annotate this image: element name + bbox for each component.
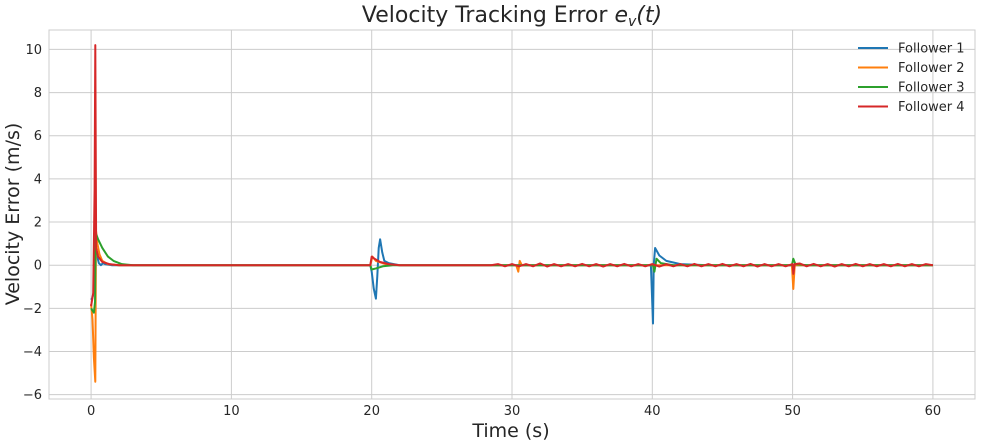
legend-label-follower-2: Follower 2 (898, 61, 965, 76)
x-tick-label: 60 (925, 404, 942, 419)
chart-title: Velocity Tracking Error ev(t) (362, 3, 662, 30)
y-tick-label: 8 (34, 86, 42, 101)
legend-label-follower-1: Follower 1 (898, 42, 965, 57)
plot-frame (48, 29, 976, 400)
y-tick-label: 6 (34, 129, 42, 144)
x-tick-label: 30 (504, 404, 521, 419)
series-layer (90, 44, 934, 383)
y-tick-label: 2 (34, 216, 42, 231)
y-tick-label: −2 (23, 302, 42, 317)
legend-label-follower-4: Follower 4 (898, 100, 965, 115)
x-tick-label: 10 (223, 404, 240, 419)
legend: Follower 1 Follower 2 Follower 3 Follower 4 (858, 42, 965, 115)
y-tick-label: 4 (34, 172, 42, 187)
x-tick-label: 20 (363, 404, 380, 419)
x-axis-label: Time (s) (471, 420, 549, 441)
series-line-follower-1 (90, 238, 933, 325)
y-tick-label: 10 (25, 43, 42, 58)
legend-label-follower-3: Follower 3 (898, 81, 965, 96)
y-tick-labels: −6 −4 −2 0 2 4 6 8 10 (23, 43, 42, 403)
y-tick-label: −4 (23, 345, 42, 360)
series-line-follower-4 (90, 44, 934, 307)
y-tick-label: 0 (34, 259, 42, 274)
x-tick-label: 40 (644, 404, 661, 419)
x-tick-labels: 0 10 20 30 40 50 60 (87, 404, 941, 419)
x-tick-label: 50 (784, 404, 801, 419)
x-tick-label: 0 (87, 404, 95, 419)
y-tick-label: −6 (23, 388, 42, 403)
y-axis-label: Velocity Error (m/s) (2, 123, 24, 306)
